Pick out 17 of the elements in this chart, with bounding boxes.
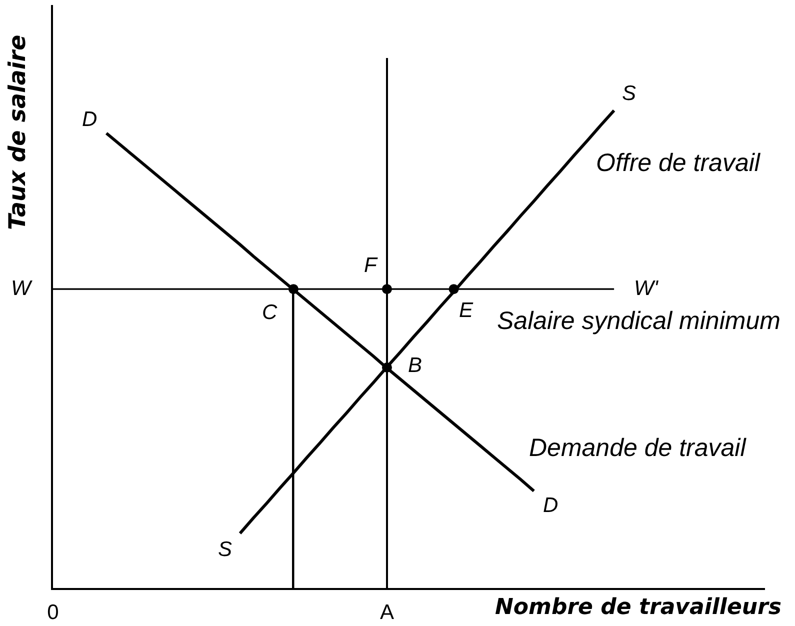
annotation: B <box>408 354 422 377</box>
annotation: Offre de travail <box>596 149 762 177</box>
x-tick-label: 0 <box>47 601 59 624</box>
text: S <box>622 82 636 105</box>
annotation: W' <box>634 277 659 300</box>
series-label: D <box>82 108 98 131</box>
annotation: C <box>262 301 278 324</box>
text: W <box>11 277 33 300</box>
y-axis-title: Taux de salaire <box>5 34 31 230</box>
text: D <box>543 494 558 517</box>
annotation: Demande de travail <box>529 434 748 462</box>
annotation: F <box>364 254 378 277</box>
series-label: S <box>218 538 232 561</box>
x-axis-title: Nombre de travailleurs <box>495 595 782 620</box>
annotation: E <box>459 299 474 322</box>
x-tick-label: A <box>380 601 394 624</box>
annotation: Salaire syndical minimum <box>497 307 780 335</box>
